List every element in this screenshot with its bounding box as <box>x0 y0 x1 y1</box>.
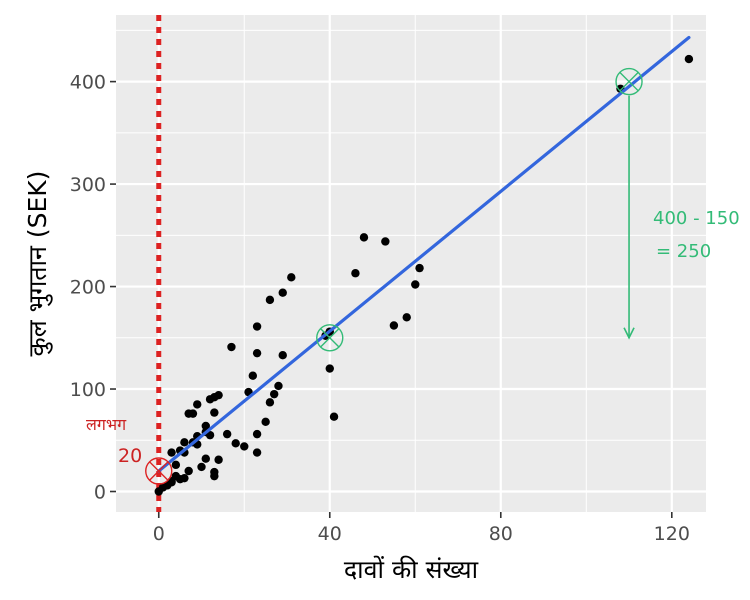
marker-circle <box>615 67 643 96</box>
data-point <box>180 473 189 483</box>
data-point <box>180 438 189 447</box>
marker-intercept <box>145 457 173 485</box>
data-point <box>201 454 210 463</box>
data-point <box>248 371 258 380</box>
data-point <box>287 273 296 282</box>
grid-major <box>116 15 706 512</box>
data-point <box>411 280 420 289</box>
y-axis-title: कुल भुगतान (SEK) <box>23 171 53 357</box>
marker-point-40 <box>316 324 344 352</box>
fit-line <box>157 35 691 473</box>
data-point <box>201 421 210 431</box>
data-point <box>252 348 262 358</box>
y-tick-label: 0 <box>94 482 106 504</box>
marker-circle <box>316 324 344 352</box>
marker-cross <box>619 71 639 92</box>
data-point <box>265 398 275 407</box>
data-point <box>205 430 215 440</box>
marker-cross <box>149 461 169 481</box>
intercept-label-line1: लगभग <box>86 415 127 434</box>
data-point <box>193 400 202 409</box>
x-tick-label: 80 <box>489 523 513 545</box>
data-point <box>227 342 236 352</box>
data-point <box>265 295 275 305</box>
data-point <box>351 269 360 278</box>
data-point <box>325 364 334 373</box>
circle-markers <box>145 67 643 485</box>
marker-point-110 <box>615 67 643 96</box>
data-point <box>415 263 424 273</box>
difference-arrow <box>623 95 635 340</box>
data-point <box>210 408 219 417</box>
data-point <box>214 455 223 464</box>
data-point <box>231 439 240 448</box>
x-tick-label: 120 <box>654 523 690 545</box>
marker-cross <box>320 328 340 348</box>
x-tick-label: 0 <box>153 523 165 545</box>
data-point <box>222 429 232 439</box>
data-point <box>252 429 262 439</box>
x-axis: 0 40 80 120 <box>153 512 690 545</box>
data-point <box>381 237 390 246</box>
data-point <box>205 395 215 404</box>
intercept-label-line2: 20 <box>118 445 142 467</box>
difference-label-line1: 400 - 150 <box>653 208 740 229</box>
data-point <box>252 448 262 457</box>
arrow-head <box>623 327 635 340</box>
data-point <box>210 467 219 477</box>
data-point <box>197 462 206 472</box>
data-point <box>240 442 249 451</box>
data-point <box>278 288 287 297</box>
x-axis-title: दावों की संख्या <box>344 555 479 584</box>
data-point <box>261 417 270 427</box>
data-point <box>389 321 399 330</box>
y-tick-label: 200 <box>70 277 106 299</box>
data-point <box>274 381 283 391</box>
data-point <box>154 487 163 496</box>
x-tick-label: 40 <box>318 523 342 545</box>
data-point <box>167 478 176 487</box>
data-point <box>167 448 176 457</box>
data-point <box>252 322 262 331</box>
data-points <box>154 54 694 496</box>
y-tick-label: 400 <box>70 72 106 94</box>
difference-label-line2: = 250 <box>656 241 711 262</box>
grid-minor <box>116 15 706 512</box>
marker-circle <box>145 457 173 485</box>
data-point <box>278 351 287 360</box>
data-point <box>269 389 279 399</box>
data-point <box>359 233 369 242</box>
data-point <box>684 54 694 64</box>
y-tick-label: 100 <box>70 379 106 401</box>
data-point <box>402 313 411 322</box>
data-point <box>184 409 193 418</box>
data-point <box>329 412 339 421</box>
data-point <box>171 460 181 470</box>
data-point <box>184 466 193 476</box>
y-axis: 0 100 200 300 400 <box>70 72 116 504</box>
y-tick-label: 300 <box>70 174 106 196</box>
